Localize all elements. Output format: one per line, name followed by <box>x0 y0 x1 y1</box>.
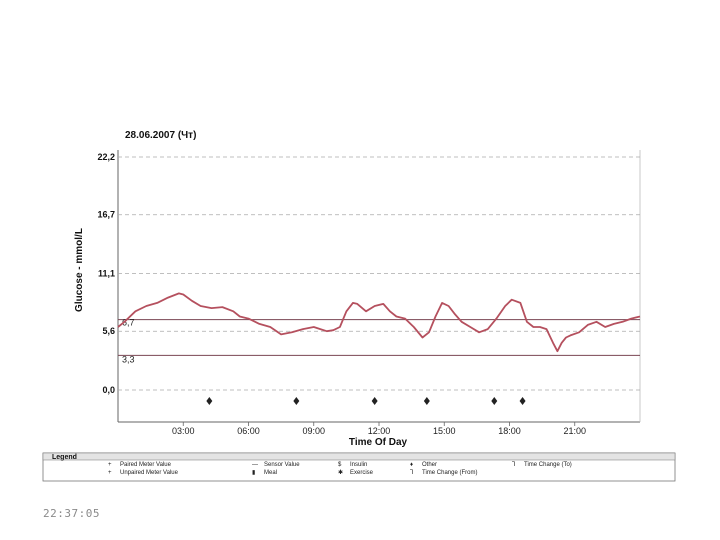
legend-symbol-8: ⅂ <box>512 462 515 468</box>
event-marker-3 <box>423 397 430 405</box>
event-marker-5 <box>519 397 526 405</box>
legend-symbol-7: ⅂ <box>410 470 413 476</box>
legend-title: Legend <box>52 454 77 461</box>
event-marker-4 <box>491 397 498 405</box>
x-tick-labels: 03:00 06:00 09:00 12:00 15:00 18:00 21:00 <box>172 422 586 436</box>
sensor-trace <box>117 292 641 353</box>
y-axis-title: Glucose - mmol/L <box>74 228 85 312</box>
plot-frame <box>117 150 641 423</box>
target-range: 6,7 3,3 <box>118 318 640 364</box>
x-axis-title: Time Of Day <box>349 437 408 448</box>
event-marker-1 <box>293 397 300 405</box>
legend-label-5: Exercise <box>350 470 374 476</box>
target-label-0: 6,7 <box>122 318 135 328</box>
y-tick-label-1: 16,7 <box>97 210 115 220</box>
legend-label-4: Insulin <box>350 462 367 468</box>
legend-label-7: Time Change (From) <box>422 470 477 476</box>
legend-symbol-5: ✱ <box>338 469 343 476</box>
x-tick-label-1: 06:00 <box>237 426 260 436</box>
legend-symbol-1: + <box>108 470 112 476</box>
target-label-1: 3,3 <box>122 354 135 364</box>
x-tick-label-2: 09:00 <box>302 426 325 436</box>
legend-symbol-0: + <box>108 462 112 468</box>
event-marker-0 <box>206 397 213 405</box>
legend-symbol-4: $ <box>338 462 342 468</box>
x-tick-label-0: 03:00 <box>172 426 195 436</box>
y-tick-label-3: 5,6 <box>102 326 115 336</box>
y-tick-label-4: 0,0 <box>102 385 115 395</box>
y-tick-label-0: 22,2 <box>97 152 115 162</box>
sensor-trace-line-0 <box>117 292 641 353</box>
legend-symbol-6: ♦ <box>410 462 413 468</box>
legend-label-1: Unpaired Meter Value <box>120 470 179 476</box>
legend-header-bar <box>42 452 676 461</box>
gridlines <box>118 156 640 391</box>
legend-symbol-3: ▮ <box>252 470 255 476</box>
legend-label-8: Time Change (To) <box>524 462 572 468</box>
event-markers <box>206 397 526 405</box>
event-marker-2 <box>371 397 378 405</box>
legend-label-3: Meal <box>264 470 277 476</box>
legend-symbol-2: — <box>252 462 258 468</box>
x-tick-label-3: 12:00 <box>368 426 391 436</box>
chart-title: 28.06.2007 (Чт) <box>125 130 196 141</box>
legend-entries: + Paired Meter Value + Unpaired Meter Value… <box>108 462 572 476</box>
x-tick-label-4: 15:00 <box>433 426 456 436</box>
x-tick-label-5: 18:00 <box>498 426 521 436</box>
timestamp: 22:37:05 <box>43 507 100 520</box>
y-tick-label-2: 11,1 <box>98 269 115 279</box>
legend-label-0: Paired Meter Value <box>120 462 172 468</box>
x-tick-label-6: 21:00 <box>563 426 586 436</box>
legend-box: Legend + Paired Meter Value + Unpaired Mete… <box>42 452 676 482</box>
legend-label-2: Sensor Value <box>264 462 300 468</box>
legend-label-6: Other <box>422 462 437 468</box>
y-tick-labels: 22,2 16,7 11,1 5,6 0,0 <box>97 152 115 395</box>
